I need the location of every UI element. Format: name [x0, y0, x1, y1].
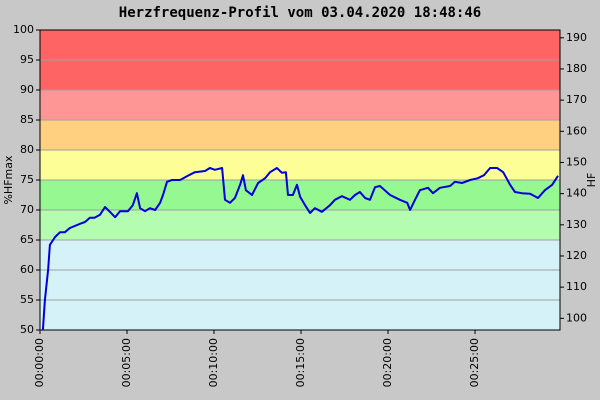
y2-tick-label: 150 [566, 155, 587, 168]
y-tick-label: 55 [20, 293, 34, 306]
y2-tick-label: 160 [566, 124, 587, 137]
y2-tick-label: 180 [566, 62, 587, 75]
y2-tick-label: 130 [566, 218, 587, 231]
y-tick-label: 75 [20, 173, 34, 186]
y2-tick-label: 120 [566, 249, 587, 262]
y-tick-label: 80 [20, 143, 34, 156]
x-tick-label: 00:10:00 [207, 338, 220, 387]
zone-band [40, 210, 560, 240]
hr-line [41, 167, 559, 331]
y2-tick-label: 140 [566, 187, 587, 200]
plot-frame [39, 29, 561, 331]
y-axis-label: %HFmax [2, 155, 15, 205]
chart-title: Herzfrequenz-Profil vom 03.04.2020 18:48… [119, 5, 481, 21]
y2-tick-label: 190 [566, 31, 587, 44]
y-tick-label: 100 [13, 23, 34, 36]
x-tick-label: 00:20:00 [381, 338, 394, 387]
y2-tick-label: 170 [566, 93, 587, 106]
y2-axis-label: HF [585, 173, 598, 188]
y-tick-label: 95 [20, 53, 34, 66]
y2-tick-label: 100 [566, 311, 587, 324]
y2-tick-label: 110 [566, 280, 587, 293]
zone-band [40, 90, 560, 120]
x-tick-label: 00:05:00 [120, 338, 133, 387]
y-tick-label: 50 [20, 323, 34, 336]
y-tick-label: 60 [20, 263, 34, 276]
x-tick-label: 00:25:00 [468, 338, 481, 387]
y-tick-label: 65 [20, 233, 34, 246]
x-tick-label: 00:00:00 [33, 338, 46, 387]
zone-band [40, 150, 560, 180]
y-tick-label: 85 [20, 113, 34, 126]
zone-band [40, 240, 560, 330]
x-tick-label: 00:15:00 [294, 338, 307, 387]
zone-band [40, 120, 560, 150]
y-tick-label: 90 [20, 83, 34, 96]
y-tick-label: 70 [20, 203, 34, 216]
